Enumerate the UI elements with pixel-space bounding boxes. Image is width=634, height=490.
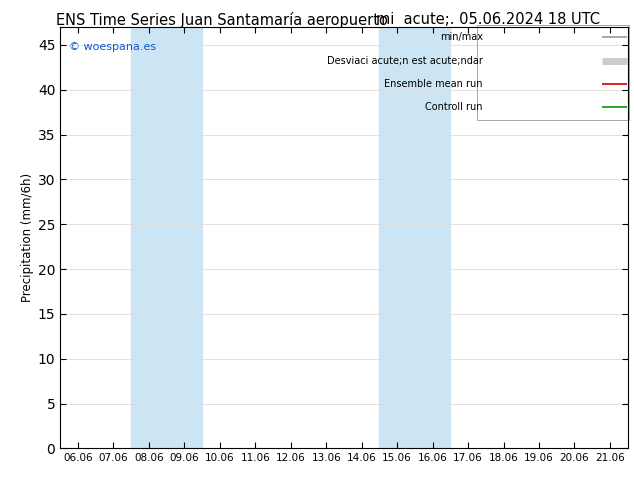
Y-axis label: Precipitation (mm/6h): Precipitation (mm/6h) [20,173,34,302]
Text: ENS Time Series Juan Santamaría aeropuerto: ENS Time Series Juan Santamaría aeropuer… [56,12,388,28]
Text: Desviaci acute;n est acute;ndar: Desviaci acute;n est acute;ndar [327,56,483,66]
Text: © woespana.es: © woespana.es [68,42,156,52]
Text: Controll run: Controll run [425,102,483,112]
Bar [131,27,202,448]
Text: mi  acute;. 05.06.2024 18 UTC: mi acute;. 05.06.2024 18 UTC [376,12,600,27]
Bar [379,27,450,448]
Text: min/max: min/max [440,32,483,43]
Text: Ensemble mean run: Ensemble mean run [384,79,483,89]
